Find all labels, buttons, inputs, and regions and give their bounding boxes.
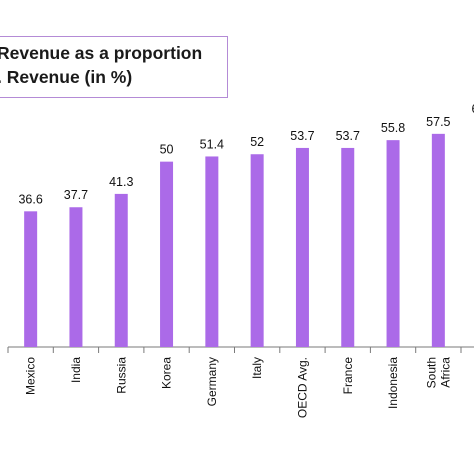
category-label-line: India xyxy=(69,357,83,383)
value-label: 36.6 xyxy=(18,192,42,206)
ticks-group xyxy=(7,347,462,353)
value-label: 60.9 xyxy=(471,102,474,116)
category-label: Germany xyxy=(205,357,219,406)
value-label: 53.7 xyxy=(290,129,314,143)
category-label: Indonesia xyxy=(386,357,400,409)
category-label-line: South xyxy=(424,357,438,388)
value-label: 52 xyxy=(250,135,264,149)
value-label: 37.7 xyxy=(64,188,88,202)
value-label: 55.8 xyxy=(381,121,405,135)
category-label-line: Russia xyxy=(114,357,128,394)
value-label: 51.4 xyxy=(200,137,224,151)
chart-title: Revenue as a proportion . Revenue (in %) xyxy=(0,43,203,87)
bars-group xyxy=(24,133,445,347)
bar-indonesia xyxy=(386,140,400,347)
bar-germany xyxy=(205,156,219,347)
category-label: Mexico xyxy=(24,357,38,395)
chart-title-box: Revenue as a proportion . Revenue (in %) xyxy=(0,36,228,98)
bar-france xyxy=(341,147,355,347)
value-label: 57.5 xyxy=(426,115,450,129)
category-label: South Africa xyxy=(424,357,452,389)
category-label-line: France xyxy=(341,357,355,395)
bar-oecd-avg xyxy=(295,147,309,347)
category-label: France xyxy=(341,357,355,395)
category-label-line: Indonesia xyxy=(386,357,400,409)
bar-india xyxy=(69,207,83,347)
category-label-line: Africa xyxy=(438,357,452,388)
category-label-line: Mexico xyxy=(24,357,38,395)
bar-mexico xyxy=(24,211,38,347)
category-label: OECD Avg. xyxy=(295,357,309,418)
value-label: 41.3 xyxy=(109,175,133,189)
category-labels-group: Mexico India Russia Korea Germany Italy OECD A… xyxy=(24,357,453,418)
bar-italy xyxy=(250,154,264,347)
category-label: Italy xyxy=(250,357,264,379)
category-label-line: Germany xyxy=(205,357,219,406)
category-label-line: Korea xyxy=(160,357,174,389)
bar-korea xyxy=(160,161,174,347)
bar-russia xyxy=(114,193,128,347)
category-label-line: OECD Avg. xyxy=(295,357,309,418)
category-label: Russia xyxy=(114,357,128,394)
bar-south-africa xyxy=(431,133,445,347)
category-label-line: Italy xyxy=(250,357,264,379)
value-labels-group: 36.6 37.7 41.3 50 51.4 52 53.7 53.7 55.8 57.5 60.9 xyxy=(18,102,474,206)
value-label: 50 xyxy=(160,143,174,157)
category-label: Korea xyxy=(160,357,174,389)
value-label: 53.7 xyxy=(336,129,360,143)
category-label: India xyxy=(69,357,83,383)
